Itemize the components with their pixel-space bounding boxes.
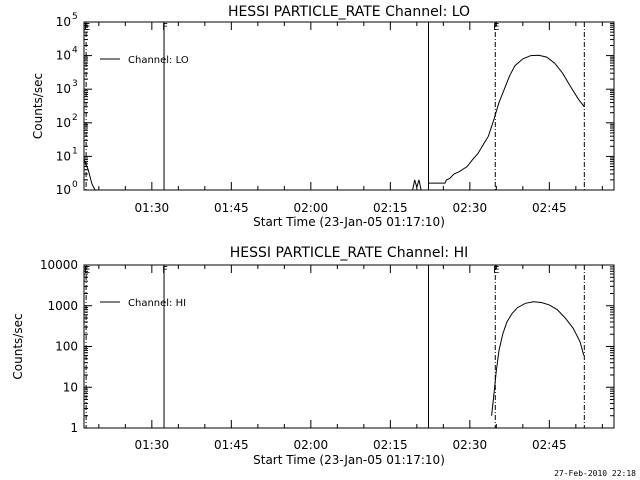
panel-1-y-tick-label: 10	[56, 149, 71, 163]
panel-2-y-tick-label: 1	[70, 421, 78, 435]
panel-1-event-marker-label: E	[493, 22, 499, 33]
panel-1-y-tick-exponent: 2	[72, 113, 78, 123]
panel-2-x-tick-label: 01:30	[135, 438, 170, 452]
panel-1-y-tick-label: 10	[56, 15, 71, 29]
panel-2-y-axis-label: Counts/sec	[11, 313, 25, 379]
panel-2-legend-label: Channel: HI	[128, 298, 186, 309]
panel-1-plot-frame	[83, 21, 615, 191]
panel-2-event-marker-label: F	[162, 265, 168, 276]
panel-2-y-tick-label: 10000	[40, 258, 78, 272]
panel-1-y-tick-exponent: 4	[72, 46, 78, 56]
panel-1-title: HESSI PARTICLE_RATE Channel: LO	[228, 4, 470, 20]
panel-2-x-tick-label: 02:45	[532, 438, 567, 452]
panel-1-x-tick-label: 02:30	[453, 201, 488, 215]
panel-1-y-tick-exponent: 3	[72, 79, 78, 89]
panel-2-chart: HESSI PARTICLE_RATE Channel: HI Start Tim…	[11, 245, 615, 467]
panel-1-legend-label: Channel: LO	[128, 55, 189, 66]
panel-2-y-tick-label: 10	[63, 380, 78, 394]
panel-1-y-axis-label: Counts/sec	[31, 73, 45, 139]
panel-1-x-tick-label: 01:30	[135, 201, 170, 215]
panel-1-x-axis-label: Start Time (23-Jan-05 01:17:10)	[253, 215, 445, 229]
panel-2-x-tick-label: 02:30	[453, 438, 488, 452]
panel-1-y-tick-exponent: 0	[72, 180, 78, 190]
panel-1-series-line	[83, 159, 96, 191]
plot-timestamp: 27-Feb-2010 22:18	[554, 469, 636, 478]
panel-2-x-tick-label: 02:15	[373, 438, 408, 452]
panel-1-series-line	[429, 54, 585, 184]
panel-1-y-tick-label: 10	[56, 116, 71, 130]
panel-1-x-tick-label: 02:00	[294, 201, 329, 215]
panel-2-x-tick-label: 01:45	[214, 438, 249, 452]
panel-2-series-line	[491, 301, 585, 416]
panel-1-series-line	[412, 179, 422, 191]
panel-1-x-tick-label: 01:45	[214, 201, 249, 215]
panel-1-chart: HESSI PARTICLE_RATE Channel: LO Start Tim…	[31, 4, 615, 229]
panel-2-y-tick-label: 1000	[47, 299, 78, 313]
panel-2-event-marker-label: E	[84, 265, 90, 276]
panel-1-y-tick-label: 10	[56, 183, 71, 197]
panel-2-x-axis-label: Start Time (23-Jan-05 01:17:10)	[253, 453, 445, 467]
panel-2-y-tick-label: 100	[55, 340, 78, 354]
panel-1-y-tick-exponent: 1	[72, 146, 78, 156]
panel-1-y-tick-label: 10	[56, 49, 71, 63]
panel-1-y-tick-label: 10	[56, 82, 71, 96]
panel-1-event-marker-label: F	[162, 22, 168, 33]
panel-2-title: HESSI PARTICLE_RATE Channel: HI	[230, 245, 468, 261]
panel-2-plot-frame	[83, 264, 615, 429]
panel-1-x-tick-label: 02:15	[373, 201, 408, 215]
panel-1-y-tick-exponent: 5	[72, 12, 78, 22]
panel-2-x-tick-label: 02:00	[294, 438, 329, 452]
panel-2-event-marker-label: E	[493, 265, 499, 276]
panel-1-event-marker-label: E	[84, 22, 90, 33]
panel-1-x-tick-label: 02:45	[532, 201, 567, 215]
